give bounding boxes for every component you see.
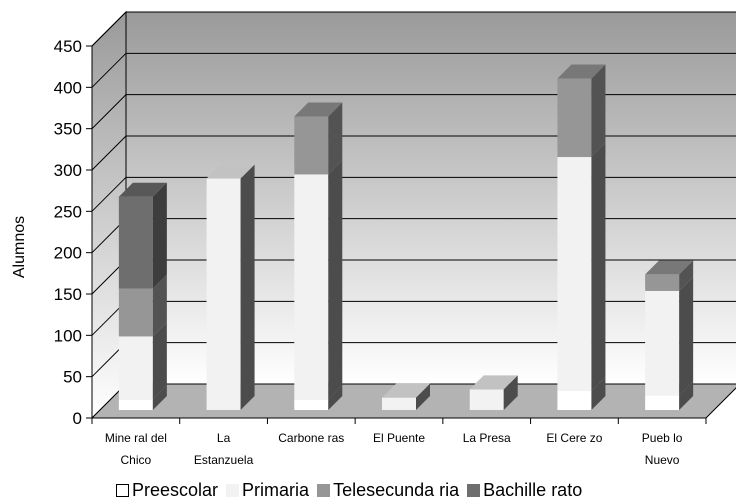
bar-top [382,383,430,398]
bar-segment [294,116,329,175]
x-tick-label: Nuevo [645,453,680,467]
bar-side [679,276,694,396]
bar-segment [557,157,592,391]
bar-segment [206,178,241,410]
bar-top [469,375,518,390]
axes [91,46,707,424]
x-tick-label: La [217,431,231,445]
bar-segment [469,389,504,410]
bar-top [118,182,167,197]
legend-swatch [226,483,240,497]
bar-side [591,64,606,158]
gridline [91,176,736,212]
x-tick-label: Chico [121,453,152,467]
legend-swatch [467,483,481,497]
legend-label: Primaria [242,479,310,500]
x-tick-label: El Puente [373,431,425,445]
bar-side [328,102,343,175]
legend-swatch [116,483,129,497]
y-axis-label: Alumnos [11,216,28,278]
x-tick-label: Carbone ras [278,431,344,445]
legend-item: Bachille rato [467,480,582,501]
gridline [91,52,736,88]
y-tick-label: 450 [54,37,82,56]
legend-swatch [317,483,331,497]
legend-label: Preescolar [132,479,219,500]
bar-side [328,385,343,410]
bar-segment [294,174,329,400]
gridline [91,11,736,47]
x-tick-label: El Cere zo [546,431,602,445]
bar-side [679,381,694,410]
y-tick-label: 0 [73,409,82,428]
y-tick-label: 50 [63,368,82,387]
bar-segment [645,290,680,396]
x-tick-label: Pueb lo [642,431,683,445]
bar-side [240,164,255,410]
bar-segment [557,78,592,158]
bar-side [152,322,167,400]
bar-segment [645,395,680,410]
chart-walls [90,10,736,420]
y-tick-label: 100 [54,326,82,345]
bars [118,64,694,410]
legend: Preescolar Primaria Telesecunda ria Bachill… [116,480,582,500]
bar-side [679,260,694,291]
y-tick-label: 400 [54,78,82,97]
bar-segment [645,274,680,291]
bar-side [152,274,167,337]
bar-segment [294,399,329,410]
bar-side [503,375,518,410]
bar-side [591,143,606,391]
bar-top [557,64,606,79]
bar-side [328,160,343,400]
y-tick-label: 250 [54,202,82,221]
bar-segment [118,399,153,410]
y-tick-label: 150 [54,285,82,304]
y-tick-label: 200 [54,244,82,263]
y-tick-label: 350 [54,120,82,139]
bar-top [206,164,255,179]
gridline [91,94,736,130]
bar-segment [118,336,153,400]
gridline [91,135,736,171]
legend-item: Preescolar [116,480,218,501]
x-tick-label: La Presa [463,431,511,445]
x-tick-label: Estanzuela [194,453,254,467]
bar-side [152,182,167,289]
y-tick-label: 300 [54,161,82,180]
tick-labels: 0 50 100 150 200 250 300 350 400 450 Mine ral del C… [54,37,683,467]
bar-segment [557,390,592,410]
bar-top [294,102,343,117]
legend-item: Primaria [226,480,309,501]
bar-segment [118,196,153,289]
x-tick-label: Mine ral del [105,431,167,445]
legend-label: Bachille rato [483,479,583,500]
bar-side [416,383,430,410]
bar-side [152,385,167,410]
bar-segment [382,397,416,410]
legend-label: Telesecunda ria [333,479,460,500]
bar-top [645,260,694,275]
bar-segment [118,288,153,337]
bar-side [591,376,606,410]
chart-svg: 0 50 100 150 200 250 300 350 400 450 Mine ral del C… [11,10,736,467]
legend-item: Telesecunda ria [317,480,459,501]
